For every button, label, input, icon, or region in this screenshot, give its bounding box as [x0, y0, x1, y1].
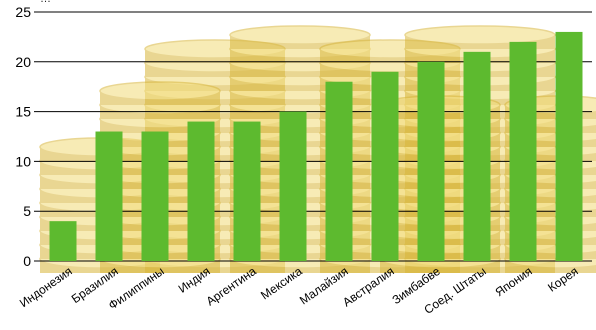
- bar: [233, 121, 261, 261]
- bar: [325, 81, 353, 261]
- y-tick-label: 5: [23, 203, 31, 219]
- bar: [371, 71, 399, 261]
- bar: [49, 221, 77, 261]
- bars: [49, 31, 583, 262]
- y-tick-label: 20: [15, 54, 31, 70]
- bar: [463, 51, 491, 262]
- bar: [555, 31, 583, 262]
- bar: [417, 61, 445, 261]
- coin-face: [404, 25, 556, 45]
- y-tick-label: 0: [23, 253, 31, 269]
- bar: [95, 131, 123, 261]
- y-tick-label: 25: [15, 4, 31, 20]
- y-axis: 0 5 10 15 20 25: [15, 4, 31, 269]
- bar: [141, 131, 169, 261]
- coin-face: [99, 81, 221, 101]
- gridlines: [34, 11, 592, 262]
- y-tick-label: 15: [15, 104, 31, 120]
- bar: [187, 121, 215, 261]
- bar: [279, 111, 307, 261]
- chart-title-fragment: …: [40, 0, 51, 5]
- coin-face: [229, 25, 371, 45]
- bar: [509, 41, 537, 261]
- y-tick-label: 10: [15, 153, 31, 169]
